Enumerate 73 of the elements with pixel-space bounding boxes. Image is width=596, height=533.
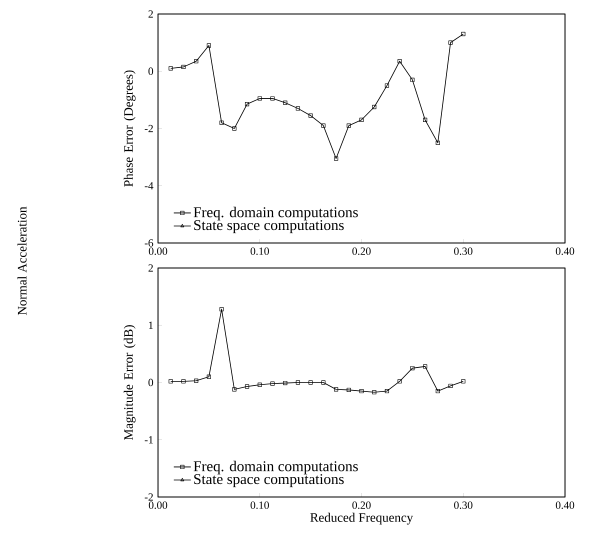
point (258, 382, 262, 387)
point (448, 40, 453, 45)
x-tick-label: 0.40 (556, 502, 574, 509)
point (372, 104, 376, 110)
point (181, 379, 186, 384)
y-tick-label: 0 (148, 378, 154, 386)
point (270, 382, 275, 386)
point (334, 156, 338, 161)
y-axis-title: Magnitude Error (dB) (124, 325, 136, 440)
y-tick-label: 2 (148, 10, 153, 18)
y-axis-title: Phase Error (Degrees) (124, 70, 136, 187)
point (384, 388, 390, 394)
x-tick-label: 0.00 (148, 502, 168, 509)
point (220, 307, 224, 312)
x-tick-label: 0.10 (250, 502, 269, 509)
point (283, 100, 288, 105)
y-tick-label: -2 (144, 493, 153, 501)
x-tick-label: 0.20 (352, 248, 371, 255)
y-tick-label: -1 (144, 436, 153, 444)
point (346, 124, 351, 128)
point (321, 380, 326, 385)
legend-label: Freq. domain computations (194, 206, 358, 220)
legend-label: State space computations (194, 474, 344, 488)
point (296, 106, 300, 111)
point (232, 126, 236, 131)
x-tick-label: 0.30 (454, 502, 472, 509)
legend-label: State space computations (194, 220, 344, 234)
y-tick-label: -6 (144, 239, 154, 247)
y-tick-label: -2 (144, 124, 153, 132)
point (372, 390, 376, 394)
point (194, 59, 198, 64)
point (206, 374, 211, 379)
point (346, 388, 351, 392)
point (359, 388, 364, 394)
y-tick-label: -4 (144, 182, 154, 190)
point (232, 387, 236, 392)
point (436, 140, 440, 145)
point (220, 120, 224, 125)
point (244, 102, 250, 106)
x-tick-label: 0.10 (250, 248, 269, 255)
point (244, 384, 250, 389)
point (308, 114, 313, 118)
point (308, 380, 313, 385)
point (181, 64, 186, 70)
point (296, 380, 300, 385)
y-tick-label: 2 (148, 264, 153, 272)
point (321, 124, 326, 128)
x-axis-title: Reduced Frequency (310, 512, 414, 525)
point (206, 43, 211, 48)
point (410, 78, 414, 82)
legend-label: Freq. domain computations (194, 460, 358, 474)
point (258, 96, 262, 101)
text: Normal Acceleration (17, 206, 27, 316)
x-tick-label: 0.30 (454, 248, 472, 255)
point (436, 388, 440, 394)
point (423, 364, 428, 369)
point (283, 380, 288, 386)
point (410, 366, 414, 370)
x-tick-label: 0.00 (148, 248, 168, 255)
point (423, 118, 428, 122)
line-series (168, 32, 466, 161)
y-tick-label: 0 (148, 68, 154, 75)
point (194, 378, 198, 383)
point (334, 387, 338, 392)
x-tick-label: 0.40 (556, 248, 574, 255)
point (384, 83, 390, 88)
x-tick-label: 0.20 (352, 502, 371, 509)
point (270, 96, 275, 101)
point (398, 379, 402, 384)
y-tick-label: 1 (148, 322, 153, 329)
point (448, 384, 453, 388)
point (359, 118, 364, 122)
point (398, 59, 402, 64)
